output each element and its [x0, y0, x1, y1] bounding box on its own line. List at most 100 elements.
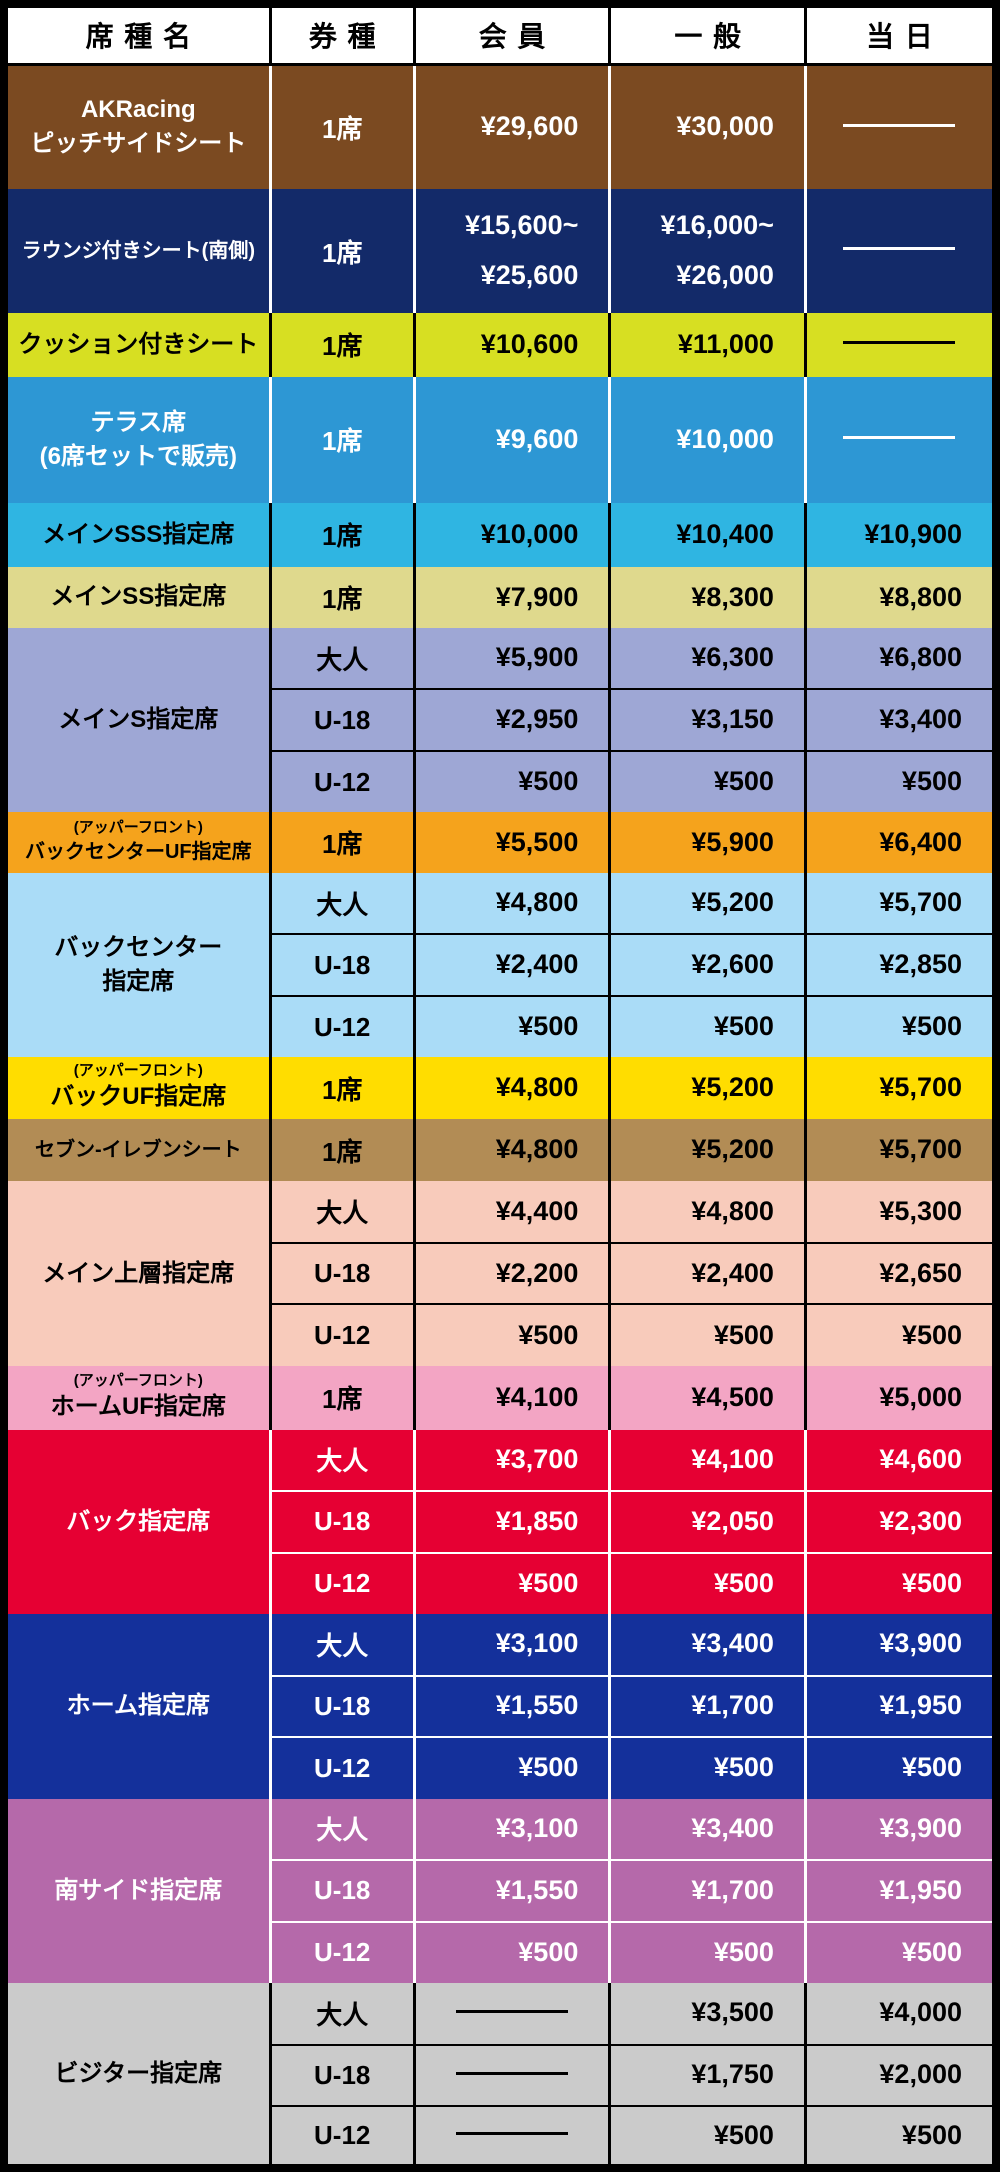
sameday-price-cell [803, 313, 996, 377]
ticket-type-cell: 大人 [268, 1983, 415, 2045]
ticket-type-cell: U-18 [268, 1674, 415, 1738]
member-price-cell: ¥2,400 [412, 933, 610, 996]
ticket-type-cell: 1席 [268, 376, 415, 503]
general-price-cell: ¥3,400 [608, 1798, 806, 1861]
member-price-cell: ¥4,800 [412, 1118, 610, 1182]
header-col-member-price: 会員 [412, 2, 612, 66]
ticket-type-cell: 1席 [268, 567, 415, 628]
header-row: 席種名 券種 会員 一般 当日 [2, 2, 998, 66]
general-price-cell: ¥6,300 [608, 627, 806, 690]
price-row: (アッパーフロント) バックUF指定席 1席 ¥4,800 ¥5,200 ¥5,700 [4, 1057, 996, 1119]
table-header: 席種名 券種 会員 一般 当日 [2, 2, 998, 66]
ticket-type-cell: U-12 [268, 1551, 415, 1615]
ticket-type-cell: 1席 [268, 1365, 415, 1430]
not-available-dash [456, 2071, 569, 2075]
sameday-price-cell: ¥2,650 [803, 1241, 996, 1305]
member-price-cell: ¥4,400 [412, 1181, 610, 1243]
general-price-cell: ¥4,500 [608, 1365, 806, 1430]
header-col-sameday-price: 当日 [803, 2, 998, 66]
ticket-type-cell: U-18 [268, 933, 415, 996]
sameday-price-cell: ¥4,600 [803, 1429, 996, 1492]
general-price-cell: ¥500 [608, 1920, 806, 1984]
not-available-dash [456, 2009, 569, 2013]
sameday-price-cell: ¥3,400 [803, 688, 996, 751]
sameday-price-cell: ¥500 [803, 1920, 996, 1984]
price-row: U-18 ¥1,850 ¥2,050 ¥2,300 [4, 1490, 996, 1553]
general-price-cell: ¥3,500 [608, 1983, 806, 2045]
ticket-type-cell: U-12 [268, 2105, 415, 2168]
ticket-type-cell: U-18 [268, 1859, 415, 1922]
not-available-dash [843, 436, 956, 440]
seat-name-superscript: (アッパーフロント) [73, 1062, 203, 1080]
member-price-cell: ¥1,550 [412, 1674, 610, 1738]
seat-name-cell: ビジター指定席 [54, 2059, 223, 2087]
not-available-dash [843, 341, 956, 345]
seat-name-cell: クッション付きシート [18, 330, 259, 358]
ticket-type-cell: 1席 [268, 1118, 415, 1182]
seat-name-cell: テラス席 (6席セットで販売) [39, 408, 237, 470]
price-row: セブン-イレブンシート 1席 ¥4,800 ¥5,200 ¥5,700 [4, 1118, 996, 1182]
price-row: ホーム指定席 大人 ¥3,100 ¥3,400 ¥3,900 [4, 1614, 996, 1719]
seat-name-cell: ラウンジ付きシート(南側) [21, 240, 255, 263]
member-price-cell: ¥10,600 [412, 313, 610, 377]
member-price-cell: ¥4,800 [412, 1057, 610, 1119]
ticket-type-cell: U-12 [268, 994, 415, 1058]
member-price-cell: ¥500 [412, 1303, 610, 1366]
sameday-price-cell: ¥500 [803, 2105, 996, 2168]
general-price-cell: ¥4,100 [608, 1429, 806, 1492]
price-row: バックセンター 指定席 大人 ¥4,800 ¥5,200 ¥5,700 [4, 872, 996, 995]
sameday-price-cell: ¥2,850 [803, 933, 996, 996]
price-row: ビジター指定席 大人 ¥3,500 ¥4,000 [4, 1983, 996, 2087]
general-price-cell: ¥4,800 [608, 1181, 806, 1243]
member-price-cell: ¥1,550 [412, 1859, 610, 1922]
sameday-price-cell: ¥6,800 [803, 627, 996, 690]
sameday-price-cell: ¥2,300 [803, 1490, 996, 1553]
seat-name-cell: 南サイド指定席 [54, 1876, 223, 1904]
price-row: メインSSS指定席 1席 ¥10,000 ¥10,400 ¥10,900 [4, 502, 996, 568]
member-price-cell: ¥4,100 [412, 1365, 610, 1430]
price-row: バック指定席 大人 ¥3,700 ¥4,100 ¥4,600 [4, 1429, 996, 1535]
general-price-cell: ¥1,700 [608, 1859, 806, 1922]
member-price-cell: ¥3,100 [412, 1614, 610, 1676]
seat-name-cell: ホーム指定席 [66, 1692, 210, 1720]
sameday-price-cell [803, 376, 996, 503]
not-available-dash [843, 123, 956, 127]
member-price-cell: ¥7,900 [412, 567, 610, 628]
ticket-type-cell: U-12 [268, 1736, 415, 1799]
sameday-price-cell: ¥1,950 [803, 1674, 996, 1738]
sameday-price-cell: ¥3,900 [803, 1614, 996, 1676]
general-price-cell: ¥500 [608, 1303, 806, 1366]
member-price-cell: ¥500 [412, 1736, 610, 1799]
ticket-type-cell: 1席 [268, 1057, 415, 1119]
header-col-seat-name: 席種名 [2, 2, 272, 66]
general-price-cell: ¥1,700 [608, 1674, 806, 1738]
ticket-type-cell: 1席 [268, 189, 415, 314]
member-price-cell: ¥4,800 [412, 872, 610, 935]
member-price-cell: ¥15,600~ ¥25,600 [412, 189, 610, 314]
sameday-price-cell: ¥3,900 [803, 1798, 996, 1861]
ticket-type-cell: 大人 [268, 627, 415, 690]
sameday-price-cell: ¥500 [803, 749, 996, 813]
general-price-cell: ¥500 [608, 1736, 806, 1799]
sameday-price-cell: ¥6,400 [803, 812, 996, 873]
sameday-price-cell: ¥500 [803, 1551, 996, 1615]
sameday-price-cell: ¥500 [803, 1303, 996, 1366]
general-price-cell: ¥500 [608, 994, 806, 1058]
ticket-type-cell: U-12 [268, 1303, 415, 1366]
not-available-dash [843, 247, 956, 251]
seat-name-cell: メインS指定席 [58, 706, 219, 734]
price-row: メイン上層指定席 大人 ¥4,400 ¥4,800 ¥5,300 [4, 1181, 996, 1287]
general-price-cell: ¥11,000 [608, 313, 806, 377]
ticket-type-cell: U-18 [268, 2043, 415, 2107]
price-row: メインSS指定席 1席 ¥7,900 ¥8,300 ¥8,800 [4, 567, 996, 628]
general-price-cell: ¥16,000~ ¥26,000 [608, 189, 806, 314]
member-price-cell: ¥10,000 [412, 502, 610, 568]
general-price-cell: ¥3,400 [608, 1614, 806, 1676]
ticket-type-cell: U-18 [268, 1241, 415, 1305]
seat-name-cell: セブン-イレブンシート [34, 1139, 242, 1162]
sameday-price-cell: ¥2,000 [803, 2043, 996, 2107]
member-price-cell [412, 2105, 610, 2168]
ticket-type-cell: 1席 [268, 313, 415, 377]
ticket-type-cell: 大人 [268, 872, 415, 935]
seat-name-cell: (アッパーフロント) バックUF指定席 [4, 1057, 270, 1119]
